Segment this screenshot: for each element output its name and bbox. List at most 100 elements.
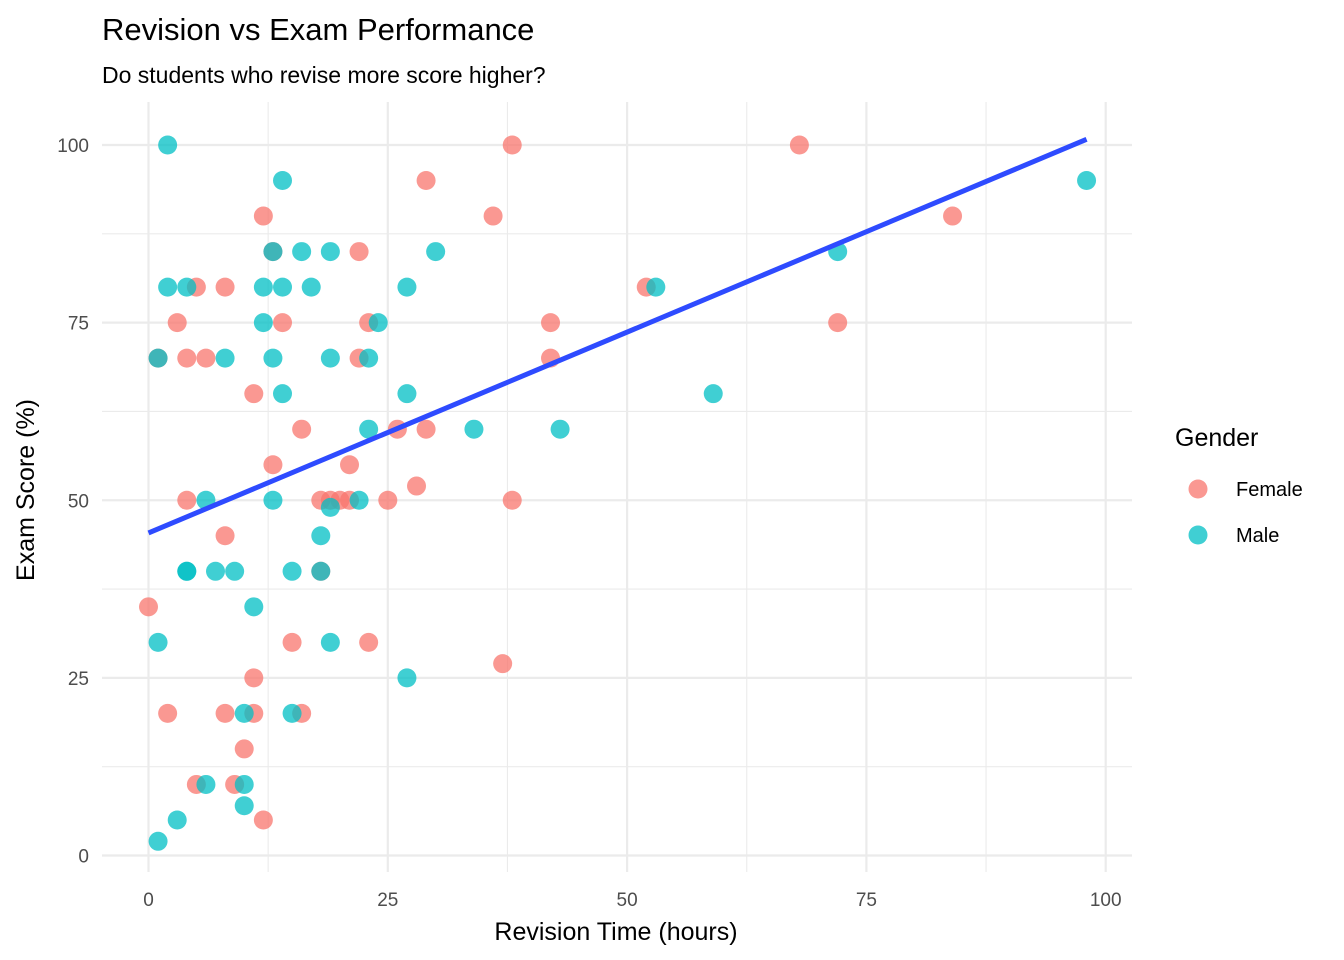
point-female-2 — [158, 703, 178, 723]
point-female-47 — [789, 135, 809, 155]
x-tick-label-0: 0 — [143, 890, 154, 911]
point-female-35 — [378, 490, 398, 510]
point-male-18 — [253, 277, 273, 297]
point-female-20 — [263, 455, 283, 475]
y-tick-label-2: 50 — [68, 491, 89, 512]
legend-key-female — [1188, 479, 1208, 499]
point-male-49 — [1077, 171, 1097, 191]
y-axis-title: Exam Score (%) — [12, 399, 40, 581]
y-tick-label-1: 25 — [68, 669, 89, 690]
point-male-20 — [263, 242, 283, 262]
point-female-13 — [234, 739, 254, 759]
point-male-15 — [234, 774, 254, 794]
point-male-45 — [550, 419, 570, 439]
point-female-11 — [215, 703, 235, 723]
point-male-39 — [368, 313, 388, 333]
point-female-23 — [292, 419, 312, 439]
point-male-43 — [426, 242, 446, 262]
point-male-24 — [273, 277, 293, 297]
point-male-25 — [273, 384, 293, 404]
y-axis-tick-labels: 0 25 50 75 100 — [57, 136, 89, 868]
point-female-9 — [215, 277, 235, 297]
point-male-28 — [292, 242, 312, 262]
point-male-36 — [349, 490, 369, 510]
point-male-4 — [158, 277, 178, 297]
point-male-1 — [148, 632, 168, 652]
point-male-40 — [397, 277, 417, 297]
point-male-42 — [397, 668, 417, 688]
point-female-31 — [349, 242, 369, 262]
point-male-22 — [263, 490, 283, 510]
point-female-14 — [244, 384, 264, 404]
point-male-0 — [148, 348, 168, 368]
x-tick-label-1: 25 — [377, 890, 398, 911]
point-female-15 — [244, 668, 264, 688]
point-female-18 — [253, 810, 273, 830]
point-female-4 — [177, 348, 197, 368]
point-male-21 — [263, 348, 283, 368]
chart-subtitle: Do students who revise more score higher… — [102, 62, 546, 88]
point-female-0 — [139, 597, 158, 617]
point-male-31 — [311, 561, 331, 581]
point-male-8 — [177, 561, 197, 581]
point-male-2 — [148, 831, 168, 851]
point-male-5 — [167, 810, 187, 830]
y-tick-label-3: 75 — [68, 314, 89, 335]
point-male-11 — [206, 561, 226, 581]
point-male-17 — [244, 597, 264, 617]
x-axis-tick-labels: 0 25 50 75 100 — [143, 890, 1121, 911]
point-male-47 — [703, 384, 723, 404]
x-tick-label-4: 100 — [1090, 890, 1122, 911]
legend-entries: Female Male — [1188, 479, 1303, 547]
point-male-41 — [397, 384, 417, 404]
x-tick-label-2: 50 — [617, 890, 638, 911]
point-male-32 — [320, 242, 340, 262]
y-tick-label-0: 0 — [78, 847, 89, 868]
point-female-43 — [502, 490, 522, 510]
point-female-44 — [541, 313, 561, 333]
point-female-10 — [215, 526, 235, 546]
x-axis-title: Revision Time (hours) — [494, 918, 737, 946]
point-male-10 — [196, 774, 216, 794]
point-male-26 — [282, 561, 302, 581]
point-female-48 — [828, 313, 848, 333]
point-male-27 — [282, 703, 302, 723]
point-female-22 — [282, 632, 302, 652]
point-female-49 — [943, 206, 963, 226]
point-female-21 — [273, 313, 293, 333]
data-points — [139, 135, 1097, 851]
legend-key-male — [1188, 525, 1208, 545]
point-male-44 — [464, 419, 484, 439]
point-male-33 — [320, 348, 340, 368]
point-male-29 — [301, 277, 321, 297]
point-female-34 — [359, 632, 379, 652]
point-male-12 — [215, 348, 235, 368]
point-male-13 — [225, 561, 245, 581]
point-female-37 — [407, 476, 427, 496]
point-male-35 — [320, 632, 340, 652]
legend-title: Gender — [1175, 424, 1258, 452]
point-male-23 — [273, 171, 293, 191]
y-tick-label-4: 100 — [57, 136, 89, 157]
legend-label-male: Male — [1236, 525, 1279, 547]
point-female-8 — [196, 348, 216, 368]
point-male-19 — [253, 313, 273, 333]
point-female-5 — [177, 490, 197, 510]
point-female-3 — [167, 313, 187, 333]
legend-label-female: Female — [1236, 479, 1303, 501]
point-male-46 — [646, 277, 666, 297]
x-tick-label-3: 75 — [856, 890, 877, 911]
point-male-14 — [234, 703, 254, 723]
point-female-41 — [493, 654, 513, 674]
point-female-17 — [253, 206, 273, 226]
point-female-40 — [483, 206, 503, 226]
point-male-16 — [234, 796, 254, 816]
chart-title: Revision vs Exam Performance — [102, 12, 534, 47]
point-male-37 — [359, 348, 379, 368]
point-female-39 — [416, 419, 436, 439]
point-male-6 — [177, 277, 197, 297]
trend-line — [147, 137, 1088, 536]
point-female-38 — [416, 171, 436, 191]
chart-header: Revision vs Exam Performance Do students… — [102, 12, 546, 88]
